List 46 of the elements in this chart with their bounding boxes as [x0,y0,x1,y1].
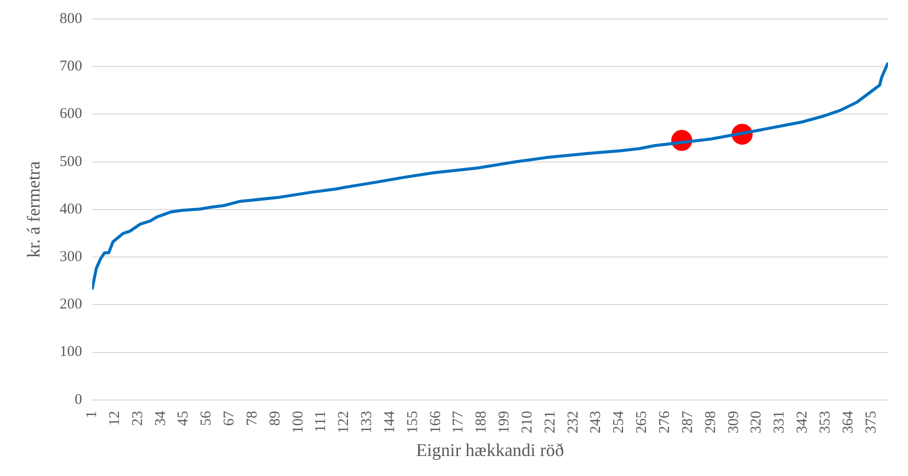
y-axis-title: kr. á fermetra [24,161,44,258]
x-tick-label: 353 [817,410,834,434]
x-tick-label: 12 [106,410,123,426]
y-tick-label: 0 [74,392,82,408]
y-tick-label: 600 [60,106,82,122]
y-tick-label: 100 [60,344,82,360]
y-tick-label: 800 [60,10,82,27]
x-tick-label: 23 [130,410,146,426]
x-tick-label: 232 [565,410,582,434]
x-tick-label: 243 [588,410,604,434]
y-tick-label: 400 [60,201,82,218]
x-tick-label: 375 [863,410,880,434]
x-tick-label: 265 [634,410,650,434]
x-tick-label: 309 [726,410,742,434]
x-tick-label: 287 [680,410,696,434]
x-tick-label: 221 [542,410,558,434]
x-tick-label: 298 [702,410,719,434]
x-tick-label: 331 [772,410,788,434]
x-tick-label: 144 [382,410,398,434]
x-tick-label: 188 [474,410,490,434]
y-tick-label: 300 [60,249,82,265]
x-tick-label: 45 [176,410,192,426]
x-tick-label: 155 [404,410,421,434]
x-tick-label: 364 [840,410,856,434]
x-tick-label: 199 [496,410,513,434]
x-tick-label: 67 [222,410,238,426]
x-tick-label: 166 [428,410,444,434]
x-tick-label: 111 [313,410,330,432]
x-tick-label: 100 [290,410,306,434]
x-tick-label: 210 [519,410,536,434]
x-tick-label: 342 [794,410,811,434]
x-tick-label: 276 [657,410,673,434]
y-tick-label: 500 [60,154,82,170]
x-tick-label: 320 [748,410,765,434]
x-tick-label: 133 [359,410,376,434]
x-axis-title: Eignir hækkandi röð [416,440,564,460]
x-tick-label: 56 [198,410,215,426]
x-tick-label: 122 [336,410,352,434]
x-tick-label: 177 [450,410,467,434]
y-tick-label: 700 [60,58,82,75]
x-tick-label: 254 [611,410,628,434]
x-tick-label: 89 [267,410,284,426]
y-tick-label: 200 [60,296,82,313]
x-tick-label: 1 [84,410,100,418]
x-tick-label: 78 [244,410,260,426]
x-tick-label: 34 [152,410,169,426]
